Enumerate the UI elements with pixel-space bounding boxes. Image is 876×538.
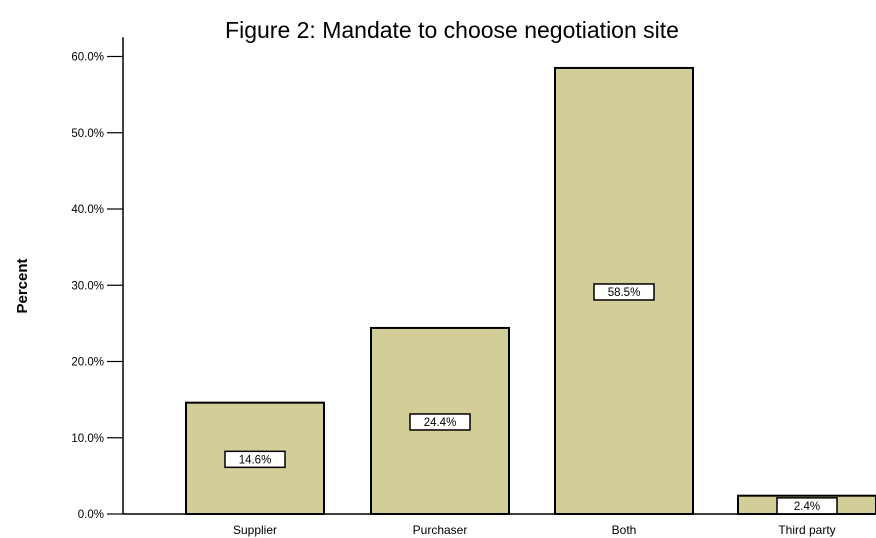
y-tick-label: 50.0% [71,128,104,140]
x-tick-label: Purchaser [413,523,468,537]
y-tick-label: 0.0% [78,509,104,521]
y-tick-label: 20.0% [71,357,104,369]
chart-title: Figure 2: Mandate to choose negotiation … [225,17,679,43]
y-tick-label: 40.0% [71,204,104,216]
y-tick-label: 10.0% [71,433,104,445]
data-label-box [776,497,838,515]
y-tick-label: 60.0% [71,52,104,64]
y-axis-title: Percent [14,258,31,313]
plot-area: 0.0% 10.0% 20.0% 30.0% 40.0% 50.0% 60.0% Suppli… [71,37,876,537]
data-label-box [224,450,286,469]
data-label-box [593,283,655,301]
data-label: 14.6% [239,454,272,466]
data-label: 24.4% [424,417,457,429]
y-tick-label: 30.0% [71,280,104,292]
x-tick-label: Both [612,523,637,537]
x-tick-label: Third party [778,523,835,537]
data-label: 58.5% [608,287,641,299]
data-label-box [409,413,471,431]
x-tick-label: Supplier [233,523,277,537]
data-label: 2.4% [794,501,820,513]
